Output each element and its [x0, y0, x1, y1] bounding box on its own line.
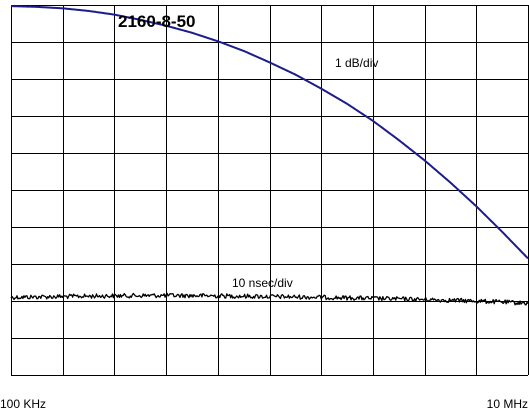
series-layer — [10, 5, 529, 306]
series-label-amplitude: 1 dB/div — [335, 56, 378, 70]
series-line-amplitude — [10, 5, 529, 260]
grid-lines — [11, 5, 529, 376]
x-tick-label-start: 100 KHz — [0, 397, 46, 411]
chart-title: 2160-8-50 — [118, 12, 196, 31]
series-label-delay: 10 nsec/div — [232, 276, 293, 290]
series-line-delay — [10, 292, 529, 306]
x-tick-label-end: 10 MHz — [487, 397, 528, 411]
